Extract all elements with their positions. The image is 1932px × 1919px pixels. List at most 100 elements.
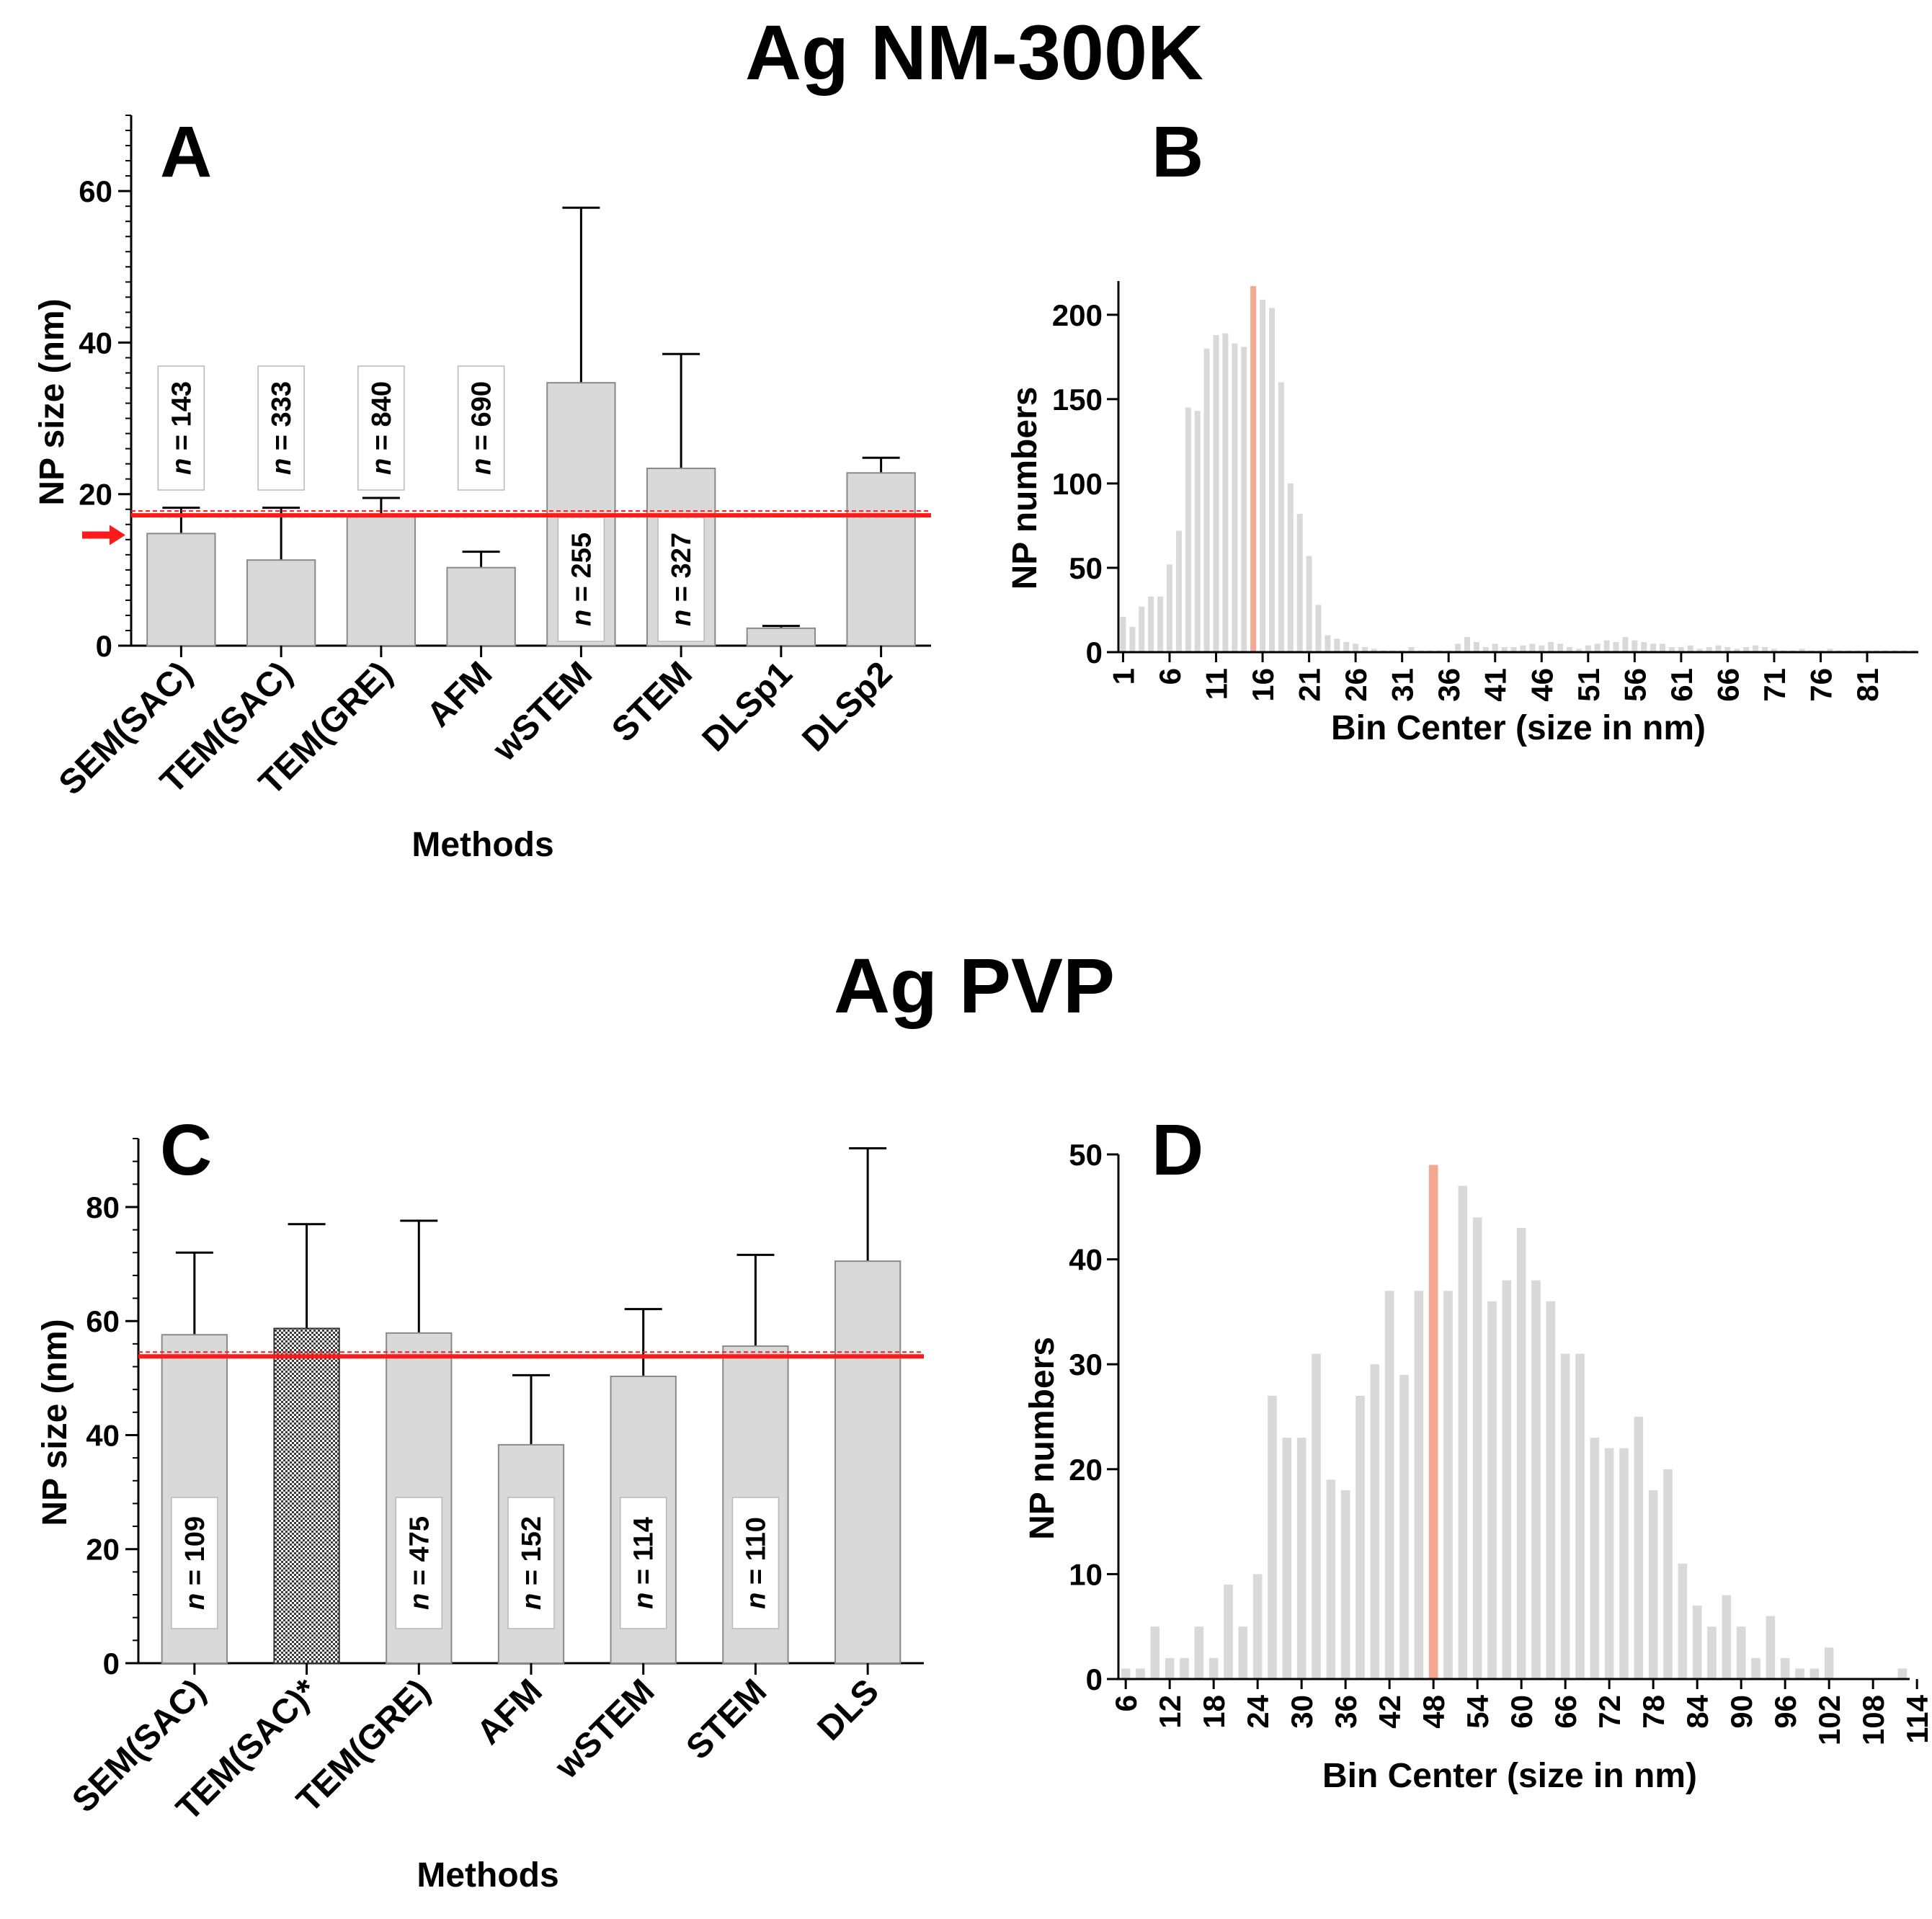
panel-b-x-tick-label: 71 bbox=[1758, 668, 1791, 702]
panel-b-y-tick-label: 50 bbox=[1069, 551, 1103, 585]
panel-c-n-label-4: n = 114 bbox=[629, 1517, 659, 1609]
panel-b-bin-bar bbox=[1362, 646, 1368, 652]
panel-d-bin-bar bbox=[1619, 1448, 1629, 1679]
panel-d-x-tick-label: 12 bbox=[1153, 1695, 1187, 1729]
panel-b-bin-bar bbox=[1650, 644, 1657, 652]
panel-d-bin-bar bbox=[1194, 1626, 1204, 1679]
panel-b-y-tick-label: 200 bbox=[1052, 298, 1103, 332]
panel-b-bin-bar bbox=[1139, 606, 1145, 652]
panel-a-n-label-4: n = 255 bbox=[566, 533, 597, 626]
panel-b-bin-bar bbox=[1641, 641, 1647, 652]
panel-b-bin-bar bbox=[1213, 334, 1219, 652]
panel-b-bin-bar bbox=[1557, 644, 1564, 652]
panel-d-bin-bar bbox=[1150, 1626, 1160, 1679]
panel-d-x-tick-label: 18 bbox=[1197, 1695, 1231, 1729]
panel-b-bin-bar bbox=[1520, 645, 1526, 652]
panel-b-bin-bar bbox=[1743, 646, 1750, 652]
panel-b-bin-bar bbox=[1343, 641, 1350, 652]
panel-b-bin-bar bbox=[1148, 596, 1154, 652]
panel-d-bin-bar bbox=[1560, 1353, 1570, 1679]
panel-b-bin-bar bbox=[1157, 596, 1164, 652]
panel-d-histogram: D 0 10 20 30 40 50 6 12 18 24 30 36 42 48 54 60 66 72 78 84 9… bbox=[1023, 1110, 1932, 1795]
panel-b-bin-bar bbox=[1613, 641, 1619, 652]
panel-b-bin-bar bbox=[1334, 638, 1340, 652]
panel-a-n-label-4-box bbox=[557, 517, 605, 642]
panel-c-category-label: STEM bbox=[679, 1672, 774, 1767]
panel-b-bin-bar bbox=[1129, 626, 1136, 652]
panel-b-bin-bar bbox=[1175, 530, 1182, 652]
panel-c-y-tick-label: 60 bbox=[86, 1304, 120, 1338]
panel-d-bin-bar bbox=[1136, 1668, 1145, 1679]
panel-a-bar-3 bbox=[446, 566, 516, 647]
panel-d-bin-bar bbox=[1355, 1395, 1365, 1679]
panel-d-bin-bar bbox=[1326, 1479, 1336, 1679]
panel-a-category-label: STEM bbox=[605, 654, 700, 749]
panel-b-y-tick-label: 0 bbox=[1086, 636, 1103, 669]
panel-b-bin-bar bbox=[1753, 645, 1759, 652]
panel-c-y-tick-label: 0 bbox=[103, 1647, 120, 1680]
panel-b-x-tick-label: 76 bbox=[1804, 668, 1838, 702]
panel-b-bin-bar bbox=[1278, 382, 1284, 652]
panel-b-x-tick-label: 51 bbox=[1572, 668, 1606, 702]
panel-c-n-label-2: n = 475 bbox=[404, 1516, 435, 1610]
panel-b-bin-bar bbox=[1585, 645, 1591, 652]
panel-b-bin-bar bbox=[1287, 483, 1294, 652]
panel-c-letter: C bbox=[160, 1110, 212, 1190]
panel-a-y-tick-label: 20 bbox=[79, 478, 112, 512]
panel-a-n-label-2-box bbox=[357, 365, 405, 491]
panel-b-bin-bar bbox=[1408, 646, 1415, 652]
panel-b-x-tick-label: 31 bbox=[1386, 668, 1420, 702]
panel-b-bin-bar bbox=[1325, 635, 1331, 652]
panel-d-bin-bar bbox=[1443, 1291, 1453, 1679]
panel-b-bin-bar bbox=[1120, 616, 1126, 652]
panel-b-x-tick-label: 56 bbox=[1618, 668, 1652, 702]
panel-d-y-tick-label: 20 bbox=[1069, 1453, 1103, 1487]
panel-d-bin-bar bbox=[1897, 1668, 1907, 1679]
panel-d-x-tick-label: 114 bbox=[1900, 1694, 1932, 1743]
panel-d-bin-bar bbox=[1370, 1364, 1380, 1679]
panel-b-bin-bar bbox=[1668, 646, 1675, 652]
panel-a-y-label: NP size (nm) bbox=[33, 298, 71, 505]
panel-b-bin-bar bbox=[1548, 641, 1554, 652]
panel-b-bin-bar bbox=[1268, 308, 1275, 652]
panel-d-y-tick-label: 0 bbox=[1086, 1662, 1103, 1696]
panel-d-x-tick-label: 30 bbox=[1285, 1695, 1319, 1729]
panel-b-bin-bar bbox=[1194, 411, 1201, 652]
panel-d-bin-bar bbox=[1268, 1395, 1277, 1679]
panel-b-y-tick-label: 100 bbox=[1052, 467, 1103, 501]
panel-a-bar-1 bbox=[246, 559, 316, 647]
panel-b-bin-bar bbox=[1353, 644, 1359, 652]
panel-b-bin-bar bbox=[1501, 646, 1508, 652]
panel-b-x-tick-label: 61 bbox=[1665, 668, 1699, 702]
panel-d-bin-bar bbox=[1590, 1438, 1600, 1679]
panel-c-bar-1 bbox=[273, 1327, 340, 1665]
panel-c-x-label: Methods bbox=[417, 1856, 558, 1894]
panel-c-n-label-4-box bbox=[619, 1497, 667, 1629]
panel-c-category-label: AFM bbox=[470, 1672, 550, 1752]
panel-a-letter: A bbox=[160, 112, 212, 192]
panel-d-x-tick-label: 48 bbox=[1417, 1695, 1451, 1729]
panel-b-x-tick-label: 21 bbox=[1293, 668, 1327, 702]
panel-b-letter: B bbox=[1152, 112, 1203, 192]
panel-b-bin-bar bbox=[1232, 343, 1238, 652]
panel-b-bin-bar bbox=[1603, 640, 1610, 652]
panel-c-category-label: DLS bbox=[811, 1672, 886, 1747]
panel-d-bin-bar bbox=[1340, 1490, 1350, 1679]
panel-d-bin-bar bbox=[1180, 1657, 1189, 1679]
panel-a-y-tick-label: 60 bbox=[79, 174, 112, 208]
panel-c-n-label-5: n = 110 bbox=[741, 1517, 771, 1609]
panel-d-bin-bar bbox=[1692, 1606, 1702, 1679]
panel-b-x-tick-label: 11 bbox=[1200, 668, 1234, 700]
panel-d-bin-bar bbox=[1165, 1657, 1175, 1679]
panel-c-n-label-5-box bbox=[731, 1497, 780, 1629]
panel-b-bin-bar bbox=[1762, 646, 1768, 652]
panel-c-n-label-0-box bbox=[171, 1497, 218, 1629]
panel-b-bin-bar bbox=[1529, 644, 1536, 652]
panel-a-category-label: DLSp1 bbox=[695, 654, 800, 759]
panel-b-bin-bar bbox=[1296, 514, 1303, 652]
panel-b-bin-bar bbox=[1464, 636, 1471, 652]
panel-b-x-tick-label: 16 bbox=[1246, 668, 1280, 702]
panel-d-bin-bar bbox=[1296, 1438, 1306, 1679]
